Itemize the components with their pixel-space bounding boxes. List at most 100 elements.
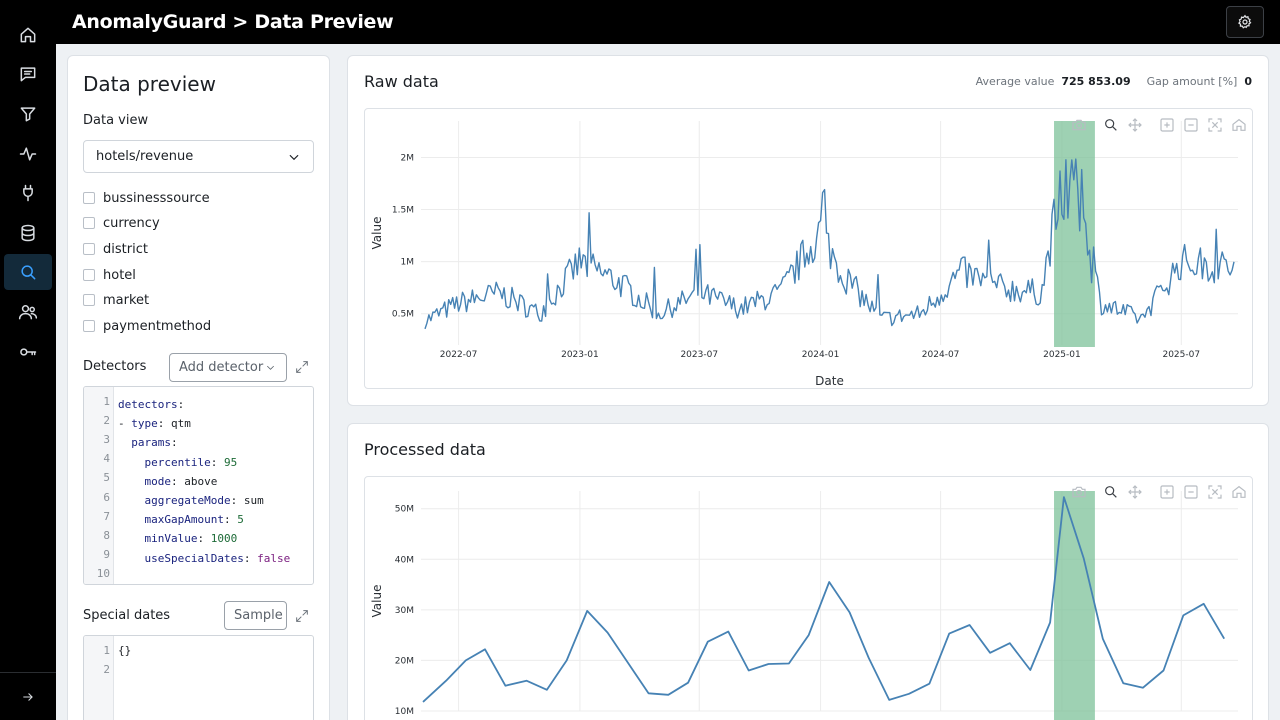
raw-data-plot[interactable]: 0.5M 1M 1.5M 2M 2022-07 2023-01 2023-07 2024-01… [364,108,1253,389]
nav-filter[interactable] [4,96,52,132]
line-number: 6 [103,491,110,504]
x-tick-label: 2023-01 [561,350,599,360]
autoscale-icon[interactable] [1207,117,1223,133]
nav-activity[interactable] [4,136,52,172]
settings-button[interactable] [1226,6,1264,38]
checkbox[interactable] [83,320,95,332]
data-view-value: hotels/revenue [96,149,194,164]
zoom-in-icon[interactable] [1159,117,1175,133]
pan-icon[interactable] [1127,117,1143,133]
home-icon [20,27,36,43]
checkbox[interactable] [83,294,95,306]
add-detector-label: Add detector [179,360,264,375]
data-view-label: Data view [83,113,149,128]
y-axis-title: Value [370,585,384,618]
y-tick-label: 1.5M [392,206,414,216]
nav-users[interactable] [4,294,52,330]
gear-icon [1238,14,1252,29]
zoom-out-icon[interactable] [1183,484,1199,500]
average-value-label: Average value [975,75,1055,88]
special-dates-label: Special dates [83,608,171,623]
camera-icon[interactable] [1071,484,1087,500]
y-tick-label: 50M [395,505,414,515]
line-number: 10 [96,567,110,580]
nav-plug[interactable] [4,175,52,211]
y-tick-label: 30M [395,606,414,616]
x-tick-label: 2025-01 [1043,350,1081,360]
dimension-checkbox-row[interactable]: currency [83,214,160,232]
pan-icon[interactable] [1127,484,1143,500]
detectors-code: detectors: - type: qtm params: percentil… [118,398,291,565]
series-line [424,158,1235,330]
dimension-checkbox-row[interactable]: paymentmethod [83,317,211,335]
line-number: 4 [103,452,110,465]
line-number: 3 [103,433,110,446]
y-tick-label: 20M [395,656,414,666]
line-number: 1 [103,395,110,408]
line-number: 8 [103,529,110,542]
autoscale-icon[interactable] [1207,484,1223,500]
special-dates-code: {} [118,644,132,657]
reset-home-icon[interactable] [1231,117,1247,133]
chevron-down-icon [266,365,275,370]
checkbox[interactable] [83,269,95,281]
expand-rail-button[interactable] [0,672,56,720]
database-icon [21,224,35,242]
sample-button[interactable]: Sample [224,601,287,630]
nav-key[interactable] [4,334,52,370]
checkbox-label: paymentmethod [103,318,212,334]
zoom-in-icon[interactable] [1159,484,1175,500]
y-tick-label: 1M [401,258,415,268]
expand-icon[interactable] [294,608,310,624]
special-dates-editor[interactable]: 1 2 {} [83,635,314,720]
filter-icon [20,107,36,122]
processed-data-plot[interactable]: 10M20M30M40M50M2022-072023-012023-072024… [364,476,1253,720]
checkbox-label: hotel [103,267,136,283]
line-gutter [84,636,114,720]
y-tick-label: 2M [401,153,415,163]
checkbox[interactable] [83,192,95,204]
dimension-checkbox-row[interactable]: market [83,291,149,309]
series-line [422,496,1225,703]
messages-icon [20,67,36,82]
page-title: AnomalyGuard > Data Preview [72,11,394,33]
add-detector-button[interactable]: Add detector [169,353,287,382]
data-view-select[interactable]: hotels/revenue [83,140,314,173]
checkbox-label: market [103,292,150,308]
raw-data-title: Raw data [364,72,439,91]
y-tick-label: 10M [395,707,414,717]
nav-search[interactable] [4,254,52,290]
chevron-down-icon [289,154,299,161]
zoom-icon[interactable] [1103,117,1119,133]
zoom-out-icon[interactable] [1183,117,1199,133]
nav-messages[interactable] [4,56,52,92]
y-tick-label: 0.5M [392,310,414,320]
line-gutter [84,387,114,584]
dimension-checkbox-row[interactable]: district [83,240,148,258]
expand-icon[interactable] [294,359,310,375]
gap-amount-value: 0 [1244,75,1252,88]
search-icon [21,265,36,280]
x-tick-label: 2024-07 [922,350,960,360]
checkbox[interactable] [83,217,95,229]
activity-icon [19,147,37,161]
sample-label: Sample [234,608,283,623]
panel-title: Data preview [83,72,216,96]
processed-data-card: Processed data 10M20M30M40M50M2022-07202… [347,423,1269,720]
checkbox-label: bussinesssource [103,190,210,206]
detectors-label: Detectors [83,359,147,374]
nav-database[interactable] [4,215,52,251]
checkbox[interactable] [83,243,95,255]
key-icon [20,348,37,356]
detectors-editor[interactable]: 1 2 3 4 5 6 7 8 9 10 detectors: - type: … [83,386,314,585]
users-icon [18,305,38,320]
reset-home-icon[interactable] [1231,484,1247,500]
zoom-icon[interactable] [1103,484,1119,500]
checkbox-label: district [103,241,148,257]
dimension-checkbox-row[interactable]: hotel [83,266,136,284]
dimension-checkbox-row[interactable]: bussinesssource [83,189,210,207]
nav-home[interactable] [4,17,52,53]
camera-icon[interactable] [1071,117,1087,133]
line-number: 5 [103,471,110,484]
nav-rail [0,0,56,720]
